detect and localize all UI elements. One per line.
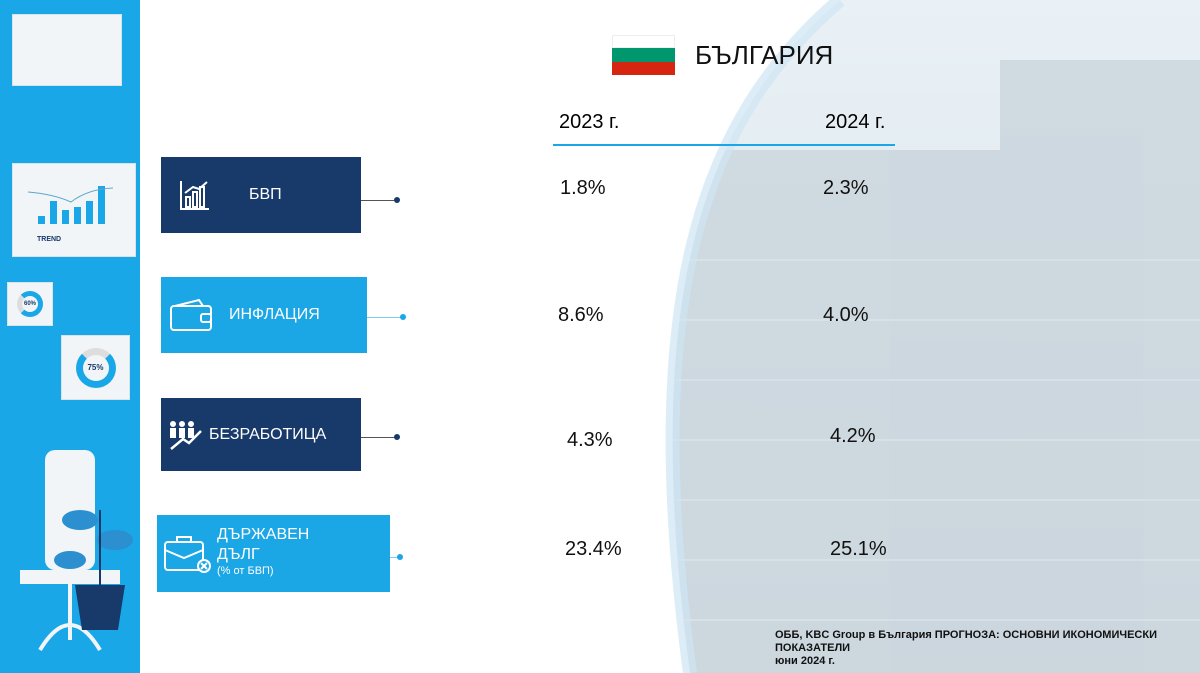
trend-card: TREND xyxy=(12,163,136,257)
trend-label: TREND xyxy=(37,236,62,243)
indicator-label: ДЪРЖАВЕН xyxy=(217,525,310,543)
debt-2023: 23.4% xyxy=(565,538,622,560)
indicator-label: ИНФЛАЦИЯ xyxy=(229,306,320,323)
indicator-gdp: БВП xyxy=(161,157,361,233)
indicator-inflation: ИНФЛАЦИЯ xyxy=(161,277,367,353)
gdp-2023: 1.8% xyxy=(560,177,606,199)
donut-card-small: 60% xyxy=(7,282,53,326)
debt-2024: 25.1% xyxy=(830,538,887,560)
connector-line xyxy=(390,557,400,558)
donut-card-large: 75% xyxy=(61,335,130,400)
year-header-2024: 2024 г. xyxy=(825,111,886,133)
bar-chart-growth-icon xyxy=(180,181,209,210)
connector-line xyxy=(361,200,395,201)
connector-line xyxy=(361,437,395,438)
unemployment-2023: 4.3% xyxy=(567,429,613,451)
indicator-public-debt: ДЪРЖАВЕН ДЪЛГ (% от БВП) xyxy=(157,515,390,592)
people-trend-icon xyxy=(170,420,202,450)
unemployment-2024: 4.2% xyxy=(830,425,876,447)
page-title: БЪЛГАРИЯ xyxy=(695,40,834,70)
indicator-sublabel: (% от БВП) xyxy=(217,564,274,577)
connector-dot xyxy=(397,554,403,560)
inflation-2023: 8.6% xyxy=(558,304,604,326)
trend-chart-icon xyxy=(27,186,114,224)
connector-line xyxy=(367,317,401,318)
connector-dot xyxy=(400,314,406,320)
donut-60: 60% xyxy=(17,291,43,317)
source-line-1: ОББ, KBC Group в България ПРОГНОЗА: ОСНО… xyxy=(775,629,1157,641)
header-divider xyxy=(553,144,895,146)
indicator-unemployment: БЕЗРАБОТИЦА xyxy=(161,398,361,471)
connector-dot xyxy=(394,197,400,203)
decorative-side-panel: TREND 60% 75% xyxy=(0,0,140,673)
source-date: юни 2024 г. xyxy=(775,655,835,667)
indicator-label-line2: ДЪЛГ xyxy=(217,545,260,563)
source-note: ОББ, KBC Group в България ПРОГНОЗА: ОСНО… xyxy=(775,629,1157,668)
year-header-2023: 2023 г. xyxy=(559,111,620,133)
indicator-label: БВП xyxy=(249,186,282,203)
bulgaria-flag-icon xyxy=(612,35,675,75)
chair-plant-illustration xyxy=(20,450,133,652)
gdp-2024: 2.3% xyxy=(823,177,869,199)
connector-dot xyxy=(394,434,400,440)
source-line-2: ПОКАЗАТЕЛИ xyxy=(775,642,851,654)
indicator-label: БЕЗРАБОТИЦА xyxy=(209,425,327,443)
donut-75: 75% xyxy=(75,347,116,388)
calendar-card xyxy=(12,14,122,86)
briefcase-icon xyxy=(164,535,211,573)
inflation-2024: 4.0% xyxy=(823,304,869,326)
wallet-icon xyxy=(170,298,212,331)
